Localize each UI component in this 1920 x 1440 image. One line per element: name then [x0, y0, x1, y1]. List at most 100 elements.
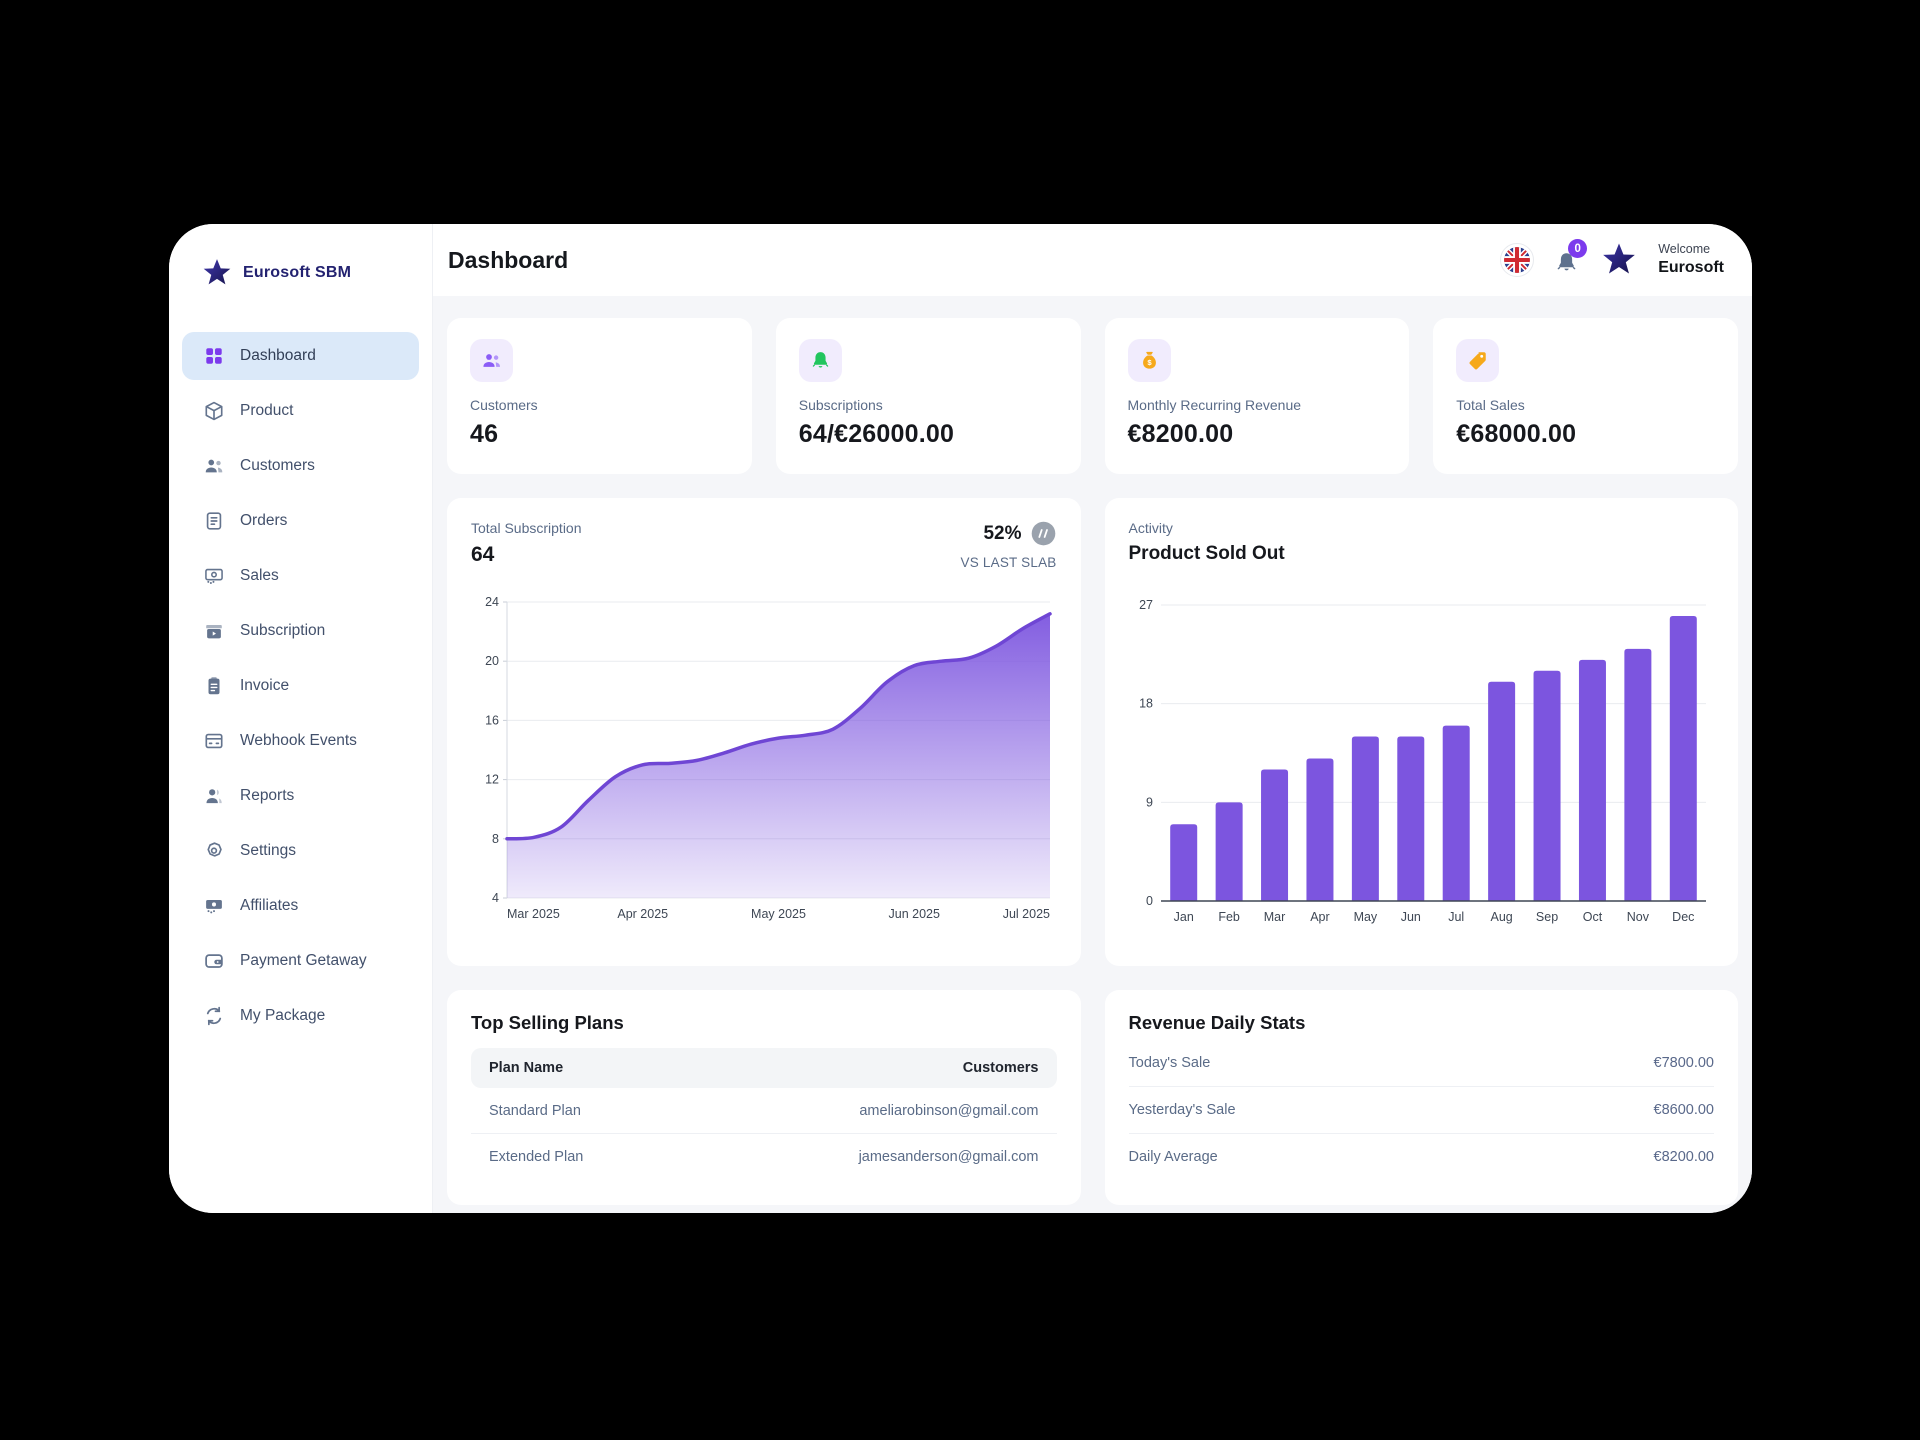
revenue-value: €8600.00 — [1653, 1102, 1714, 1118]
sidebar-item-payment-getaway[interactable]: Payment Getaway — [182, 937, 419, 985]
banknote-icon — [203, 565, 225, 587]
star-icon — [1603, 243, 1636, 274]
svg-text:18: 18 — [1139, 697, 1153, 711]
affiliates-banknote-icon — [203, 895, 225, 917]
sidebar-item-label: Customers — [240, 457, 315, 474]
uk-flag-icon — [1504, 247, 1531, 273]
svg-text:Mar: Mar — [1263, 910, 1285, 924]
sidebar: Eurosoft SBM Dashboard Product Customers Or… — [169, 224, 433, 1213]
main-column: Dashboard — [433, 224, 1752, 1213]
total-subscription-panel: Total Subscription 64 52% — [447, 498, 1081, 966]
sidebar-item-reports[interactable]: Reports — [182, 772, 419, 820]
sidebar-menu: Dashboard Product Customers Orders Sales Subs… — [169, 332, 432, 1040]
sidebar-item-orders[interactable]: Orders — [182, 497, 419, 545]
table-row: Standard Plan ameliarobinson@gmail.com — [471, 1088, 1057, 1133]
stat-cards-row: Customers 46 Subscriptions 64/€26000.00 $ Mon… — [447, 318, 1738, 474]
sidebar-item-affiliates[interactable]: Affiliates — [182, 882, 419, 930]
sidebar-item-label: Subscription — [240, 622, 326, 639]
topbar-actions: 0 Welcome Eurosoft — [1500, 239, 1724, 279]
sidebar-item-settings[interactable]: Settings — [182, 827, 419, 875]
svg-text:8: 8 — [492, 832, 499, 846]
top-bar: Dashboard — [433, 224, 1752, 296]
stat-card-subscriptions: Subscriptions 64/€26000.00 — [775, 318, 1081, 474]
revenue-row: Today's Sale €7800.00 — [1129, 1040, 1715, 1086]
svg-text:Nov: Nov — [1626, 910, 1649, 924]
revenue-value: €7800.00 — [1653, 1055, 1714, 1071]
svg-text:Jan: Jan — [1173, 910, 1193, 924]
users-icon — [470, 339, 513, 382]
column-plan-name: Plan Name — [489, 1060, 564, 1076]
revenue-rows: Today's Sale €7800.00 Yesterday's Sale €860… — [1128, 1040, 1715, 1180]
page-title: Dashboard — [448, 246, 569, 273]
customer-email: jamesanderson@gmail.com — [858, 1148, 1039, 1165]
svg-text:0: 0 — [1146, 894, 1153, 908]
svg-text:Mar 2025: Mar 2025 — [507, 907, 560, 921]
stat-value: €68000.00 — [1456, 420, 1577, 448]
column-customers: Customers — [962, 1060, 1039, 1076]
customer-email: ameliarobinson@gmail.com — [859, 1102, 1039, 1119]
table-header: Plan Name Customers — [471, 1048, 1057, 1088]
plan-name: Standard Plan — [489, 1102, 581, 1119]
welcome-user-name: Eurosoft — [1658, 258, 1724, 276]
svg-text:Dec: Dec — [1672, 910, 1694, 924]
reports-person-icon — [203, 785, 225, 807]
sidebar-item-sales[interactable]: Sales — [182, 552, 419, 600]
settings-gear-icon — [203, 840, 225, 862]
sidebar-item-my-package[interactable]: My Package — [182, 992, 419, 1040]
stat-card-monthly-recurring-revenue: $ Monthly Recurring Revenue €8200.00 — [1104, 318, 1410, 474]
product-sold-out-panel: Activity Product Sold Out 0 9 18 27 Jan Feb Ma… — [1104, 498, 1738, 966]
dashboard-content: Customers 46 Subscriptions 64/€26000.00 $ Mon… — [433, 296, 1752, 1213]
refresh-icon — [203, 1005, 225, 1027]
svg-text:$: $ — [1147, 358, 1152, 367]
sidebar-item-product[interactable]: Product — [182, 387, 419, 435]
revenue-value: €8200.00 — [1653, 1149, 1714, 1165]
language-selector[interactable] — [1500, 243, 1535, 277]
svg-text:4: 4 — [492, 891, 499, 905]
welcome-block: Welcome Eurosoft — [1658, 242, 1724, 278]
stat-label: Customers — [470, 397, 538, 413]
stat-value: €8200.00 — [1127, 420, 1234, 448]
svg-text:Jul 2025: Jul 2025 — [1003, 907, 1050, 921]
subscription-label: Total Subscription — [471, 520, 582, 536]
svg-text:Oct: Oct — [1582, 910, 1602, 924]
sidebar-item-label: Sales — [240, 567, 279, 584]
sidebar-item-label: My Package — [240, 1007, 326, 1024]
stat-card-total-sales: Total Sales €68000.00 — [1433, 318, 1738, 474]
svg-text:16: 16 — [485, 713, 499, 727]
subscription-box-icon — [203, 620, 225, 642]
vs-last-slab-label: VS LAST SLAB — [960, 555, 1057, 570]
stat-value: 46 — [470, 420, 499, 448]
brand-name: Eurosoft SBM — [243, 264, 352, 281]
activity-label: Activity — [1128, 520, 1173, 536]
charts-row: Total Subscription 64 52% — [447, 498, 1738, 966]
star-icon — [203, 259, 231, 285]
sidebar-item-label: Affiliates — [240, 897, 299, 914]
sidebar-item-subscription[interactable]: Subscription — [182, 607, 419, 655]
svg-text:Jul: Jul — [1448, 910, 1464, 924]
customers-icon — [203, 455, 225, 477]
slash-circle-icon — [1030, 520, 1057, 547]
notifications-button[interactable]: 0 — [1554, 239, 1588, 274]
svg-text:12: 12 — [485, 773, 499, 787]
subscription-value: 64 — [471, 543, 495, 566]
sidebar-item-label: Settings — [240, 842, 297, 859]
svg-text:20: 20 — [485, 654, 499, 668]
svg-text:Sep: Sep — [1535, 910, 1557, 924]
app-window: Eurosoft SBM Dashboard Product Customers Or… — [169, 224, 1752, 1213]
revenue-row: Yesterday's Sale €8600.00 — [1128, 1086, 1714, 1133]
subscription-percent: 52% — [983, 522, 1022, 544]
top-selling-plans-panel: Top Selling Plans Plan Name Customers St… — [447, 990, 1081, 1205]
sidebar-item-webhook-events[interactable]: Webhook Events — [182, 717, 419, 765]
sidebar-item-invoice[interactable]: Invoice — [182, 662, 419, 710]
sidebar-item-label: Reports — [240, 787, 295, 804]
orders-icon — [203, 510, 225, 532]
sidebar-item-label: Orders — [240, 512, 288, 529]
top-selling-title: Top Selling Plans — [471, 1012, 624, 1033]
sidebar-item-customers[interactable]: Customers — [182, 442, 419, 490]
stat-label: Subscriptions — [798, 397, 883, 413]
sidebar-item-label: Product — [240, 402, 294, 419]
sidebar-item-dashboard[interactable]: Dashboard — [182, 332, 419, 380]
dashboard-grid-icon — [203, 345, 225, 367]
profile-avatar[interactable] — [1600, 241, 1638, 279]
revenue-daily-stats-panel: Revenue Daily Stats Today's Sale €7800.00… — [1104, 990, 1738, 1205]
